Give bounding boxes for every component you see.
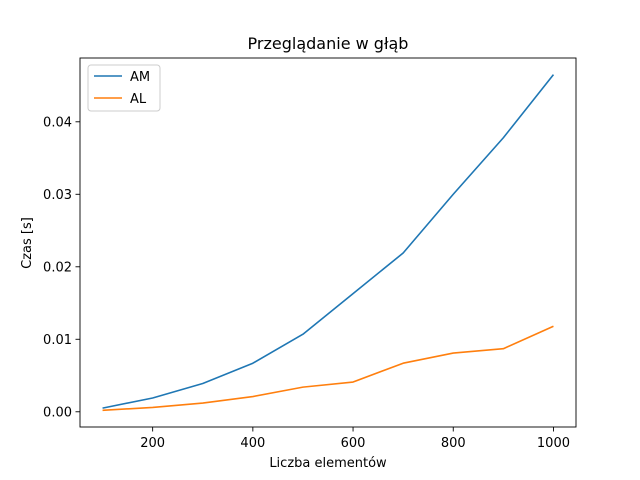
x-axis-label: Liczba elementów [269,456,387,471]
x-tick-label: 400 [240,436,265,451]
x-tick-label: 800 [441,436,466,451]
y-tick-label: 0.01 [43,333,72,348]
series-line-al [102,325,554,412]
legend: AM AL [87,64,161,112]
x-tick-label: 600 [341,436,366,451]
y-tick-label: 0.02 [43,260,72,275]
legend-label-al: AL [130,92,147,107]
legend-label-am: AM [130,70,150,85]
x-tick-label: 200 [140,436,165,451]
plot-area: 200 400 600 800 1000 0.00 0.01 0.02 0.03 0.04 [43,57,577,451]
chart-title: Przeglądanie w głąb [248,34,409,53]
axes-frame [79,57,577,428]
x-tick-label: 1000 [537,436,570,451]
y-tick-label: 0.00 [43,405,72,420]
y-tick-label: 0.04 [43,115,72,130]
series-line-am [102,74,555,409]
y-tick-label: 0.03 [43,188,72,203]
y-axis-label: Czas [s] [20,217,35,269]
